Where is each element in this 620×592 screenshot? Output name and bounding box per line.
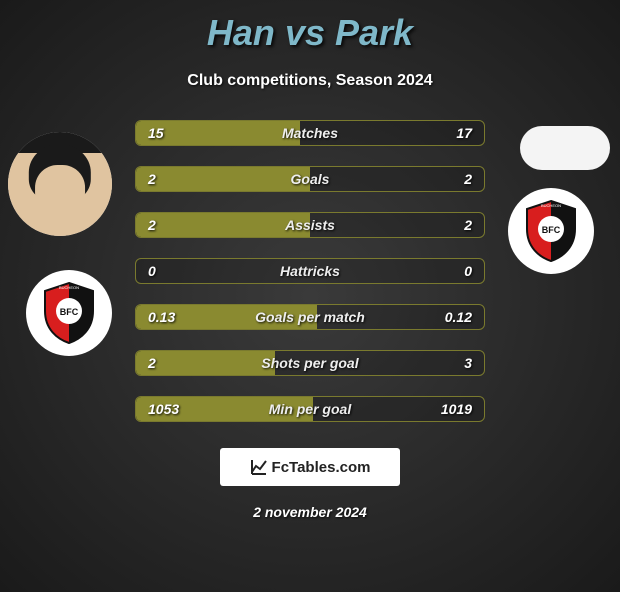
svg-text:BFC: BFC xyxy=(542,225,561,235)
stat-label: Matches xyxy=(136,125,484,141)
stat-value-right: 2 xyxy=(464,171,472,187)
site-logo: FcTables.com xyxy=(220,448,400,486)
svg-text:BUCHEON: BUCHEON xyxy=(59,285,79,290)
date-text: 2 november 2024 xyxy=(0,504,620,520)
page-title: Han vs Park xyxy=(0,12,620,54)
stat-label: Goals xyxy=(136,171,484,187)
svg-text:BUCHEON: BUCHEON xyxy=(541,203,561,208)
stat-label: Shots per goal xyxy=(136,355,484,371)
chart-icon xyxy=(250,458,268,476)
stat-value-right: 2 xyxy=(464,217,472,233)
shield-icon: BFC BUCHEON xyxy=(523,199,579,263)
stat-row: 15Matches17 xyxy=(135,120,485,146)
title-left: Han xyxy=(207,12,275,53)
title-right: Park xyxy=(335,12,413,53)
stat-value-right: 3 xyxy=(464,355,472,371)
avatar-player-right xyxy=(520,126,610,170)
avatar-player-left xyxy=(8,132,112,236)
svg-text:BFC: BFC xyxy=(60,307,79,317)
stats-container: 15Matches172Goals22Assists20Hattricks00.… xyxy=(135,120,485,422)
club-badge-right: BFC BUCHEON xyxy=(508,188,594,274)
club-badge-left: BFC BUCHEON xyxy=(26,270,112,356)
stat-row: 2Shots per goal3 xyxy=(135,350,485,376)
stat-row: 2Goals2 xyxy=(135,166,485,192)
site-logo-text: FcTables.com xyxy=(272,459,371,476)
stat-label: Hattricks xyxy=(136,263,484,279)
face-placeholder xyxy=(8,132,112,236)
shield-icon: BFC BUCHEON xyxy=(41,281,97,345)
stat-row: 2Assists2 xyxy=(135,212,485,238)
stat-label: Goals per match xyxy=(136,309,484,325)
stat-row: 0Hattricks0 xyxy=(135,258,485,284)
stat-label: Min per goal xyxy=(136,401,484,417)
stat-value-right: 17 xyxy=(456,125,472,141)
stat-row: 0.13Goals per match0.12 xyxy=(135,304,485,330)
stat-value-right: 0.12 xyxy=(445,309,472,325)
subtitle: Club competitions, Season 2024 xyxy=(0,72,620,90)
stat-value-right: 1019 xyxy=(441,401,472,417)
title-vs: vs xyxy=(285,12,325,53)
stat-label: Assists xyxy=(136,217,484,233)
stat-value-right: 0 xyxy=(464,263,472,279)
stat-row: 1053Min per goal1019 xyxy=(135,396,485,422)
